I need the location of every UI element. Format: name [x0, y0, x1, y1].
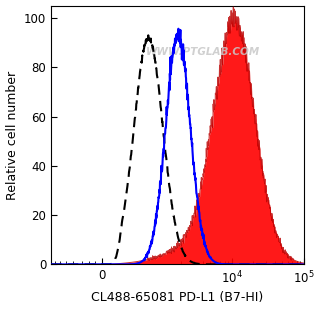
Text: WWW.PTGLAB.COM: WWW.PTGLAB.COM [146, 47, 260, 57]
Y-axis label: Relative cell number: Relative cell number [5, 70, 19, 200]
X-axis label: CL488-65081 PD-L1 (B7-HI): CL488-65081 PD-L1 (B7-HI) [91, 291, 264, 304]
